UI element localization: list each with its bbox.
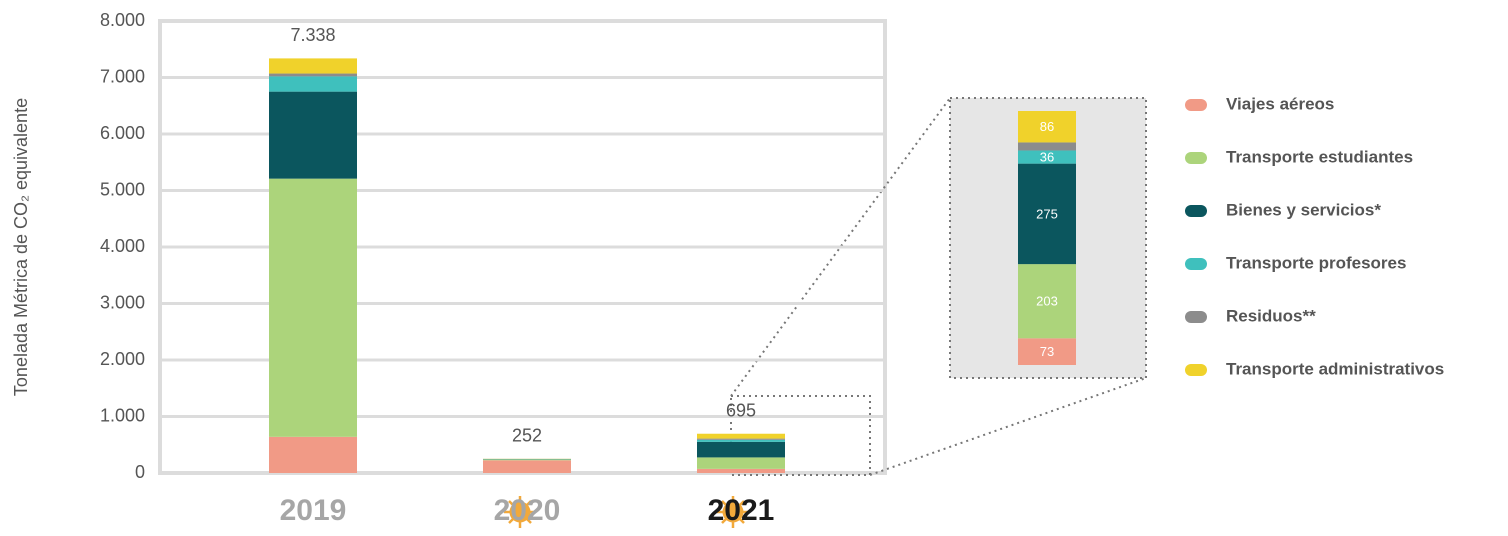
zoom-connector bbox=[730, 97, 951, 397]
legend-label: Transporte profesores bbox=[1226, 253, 1406, 272]
inset-segment bbox=[1018, 142, 1076, 151]
bar-segment bbox=[483, 459, 571, 461]
bar-segment bbox=[483, 460, 571, 473]
y-tick-label: 1.000 bbox=[100, 405, 145, 425]
legend-label: Residuos** bbox=[1226, 306, 1316, 325]
legend-marker bbox=[1185, 152, 1207, 164]
inset-value-label: 86 bbox=[1040, 119, 1054, 134]
inset-value-label: 73 bbox=[1040, 344, 1054, 359]
y-tick-label: 3.000 bbox=[100, 292, 145, 312]
y-tick-label: 8.000 bbox=[100, 10, 145, 30]
bar-segment bbox=[697, 433, 785, 439]
inset-segment bbox=[1018, 264, 1076, 339]
bar-segment bbox=[269, 58, 357, 74]
bar-segment bbox=[269, 76, 357, 92]
virus-icon bbox=[717, 496, 749, 528]
legend-marker bbox=[1185, 205, 1207, 217]
y-tick-label: 6.000 bbox=[100, 123, 145, 143]
bar-segment bbox=[269, 91, 357, 179]
y-tick-label: 0 bbox=[135, 462, 145, 482]
y-tick-label: 4.000 bbox=[100, 236, 145, 256]
legend-label: Bienes y servicios* bbox=[1226, 200, 1381, 219]
x-tick-label: 2019 bbox=[280, 494, 347, 527]
bar-segment bbox=[697, 457, 785, 469]
y-axis-label: Tonelada Métrica de CO₂ equivalente bbox=[11, 98, 31, 396]
inset-value-label: 203 bbox=[1036, 294, 1058, 309]
bar-segment bbox=[269, 436, 357, 473]
legend-label: Transporte administrativos bbox=[1226, 359, 1444, 378]
total-label: 252 bbox=[512, 426, 542, 446]
bar-segment bbox=[269, 73, 357, 77]
inset-value-label: 275 bbox=[1036, 206, 1058, 221]
legend-label: Transporte estudiantes bbox=[1226, 147, 1413, 166]
legend-marker bbox=[1185, 311, 1207, 323]
bar-segment bbox=[697, 468, 785, 473]
inset-segment bbox=[1018, 111, 1076, 143]
inset-segment bbox=[1018, 150, 1076, 164]
bar-segment bbox=[269, 178, 357, 437]
bar-segment bbox=[697, 438, 785, 440]
x-tick-label: 2020 bbox=[494, 494, 561, 527]
legend-label: Viajes aéreos bbox=[1226, 94, 1334, 113]
virus-icon bbox=[504, 496, 536, 528]
total-label: 695 bbox=[726, 400, 756, 420]
legend-marker bbox=[1185, 364, 1207, 376]
x-tick-label: 2021 bbox=[708, 494, 775, 527]
inset-segment bbox=[1018, 338, 1076, 365]
y-tick-label: 7.000 bbox=[100, 66, 145, 86]
bar-segment bbox=[697, 441, 785, 458]
legend-marker bbox=[1185, 258, 1207, 270]
legend-marker bbox=[1185, 99, 1207, 111]
y-tick-label: 2.000 bbox=[100, 349, 145, 369]
inset-value-label: 36 bbox=[1040, 149, 1054, 164]
zoom-connector bbox=[869, 377, 1147, 476]
inset-segment bbox=[1018, 163, 1076, 265]
total-label: 7.338 bbox=[290, 25, 335, 45]
bar-segment bbox=[697, 439, 785, 442]
y-tick-label: 5.000 bbox=[100, 179, 145, 199]
